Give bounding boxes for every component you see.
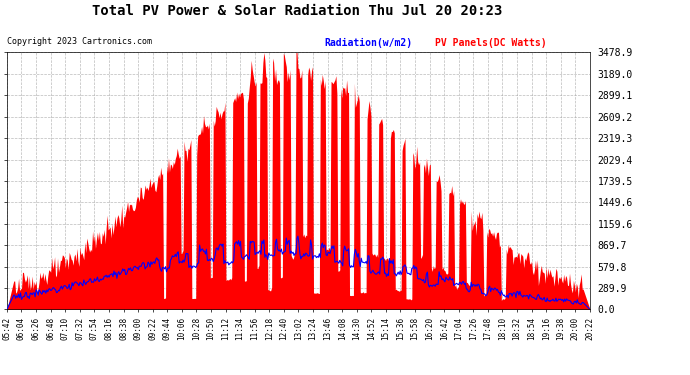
- Text: PV Panels(DC Watts): PV Panels(DC Watts): [435, 38, 546, 48]
- Text: Copyright 2023 Cartronics.com: Copyright 2023 Cartronics.com: [7, 38, 152, 46]
- Text: Radiation(w/m2): Radiation(w/m2): [324, 38, 413, 48]
- Text: Total PV Power & Solar Radiation Thu Jul 20 20:23: Total PV Power & Solar Radiation Thu Jul…: [92, 4, 502, 18]
